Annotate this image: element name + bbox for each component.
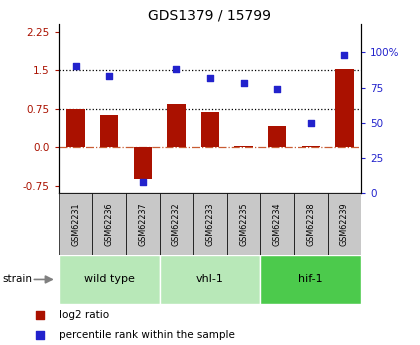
Point (106, 73, 113, 79)
Bar (302, 146, 320, 147)
Point (173, 67, 180, 72)
Text: wild type: wild type (84, 275, 135, 284)
Text: GSM62233: GSM62233 (205, 203, 215, 246)
Bar (160, 193, 193, 255)
Text: GSM62237: GSM62237 (138, 203, 147, 246)
Point (37, 313, 43, 318)
Text: GSM62239: GSM62239 (340, 203, 349, 246)
Bar (294, 193, 328, 255)
Bar (335, 69, 354, 147)
Point (72, 63, 79, 69)
Bar (134, 147, 152, 179)
Text: log2 ratio: log2 ratio (59, 310, 109, 320)
Bar (59, 255, 160, 304)
Bar (234, 146, 253, 147)
Text: GDS1379 / 15799: GDS1379 / 15799 (149, 9, 271, 23)
Point (307, 120, 314, 126)
Point (37, 332, 43, 337)
Text: GSM62232: GSM62232 (172, 203, 181, 246)
Bar (328, 193, 361, 255)
Text: hif-1: hif-1 (299, 275, 323, 284)
Text: vhl-1: vhl-1 (196, 275, 224, 284)
Bar (193, 193, 227, 255)
Text: percentile rank within the sample: percentile rank within the sample (59, 330, 235, 339)
Point (274, 86, 281, 92)
Text: GSM62235: GSM62235 (239, 203, 248, 246)
Bar (167, 104, 186, 147)
Text: GSM62231: GSM62231 (71, 203, 80, 246)
Bar (260, 193, 294, 255)
Bar (100, 115, 118, 147)
Bar (66, 109, 85, 147)
Text: GSM62238: GSM62238 (306, 203, 315, 246)
Point (240, 80, 247, 86)
Point (341, 52, 348, 58)
Text: GSM62234: GSM62234 (273, 203, 282, 246)
Point (139, 179, 146, 185)
Bar (260, 255, 361, 304)
Text: GSM62236: GSM62236 (105, 203, 114, 246)
Point (207, 75, 213, 80)
Bar (201, 112, 219, 147)
Bar (126, 193, 160, 255)
Text: strain: strain (2, 275, 32, 284)
Bar (92, 193, 126, 255)
Bar (59, 193, 92, 255)
Bar (160, 255, 260, 304)
Bar (268, 126, 286, 147)
Bar (227, 193, 260, 255)
